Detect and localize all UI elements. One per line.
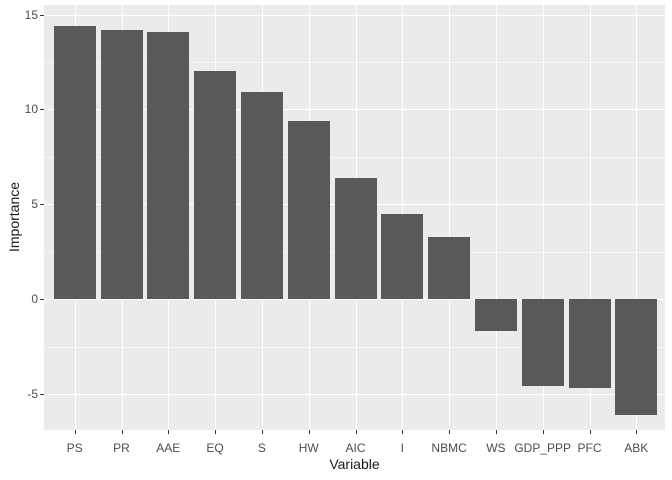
bar: [240, 92, 283, 300]
gridline-minor: [44, 61, 665, 63]
x-tick-mark: [636, 430, 638, 434]
x-tick-label: GDP_PPP: [514, 441, 572, 455]
x-tick-label: AIC: [345, 441, 366, 455]
bar: [287, 120, 330, 299]
x-tick-label: HW: [298, 441, 319, 455]
bar: [100, 29, 143, 300]
x-tick-mark: [355, 430, 357, 434]
x-tick-label: PFC: [577, 441, 602, 455]
bar: [194, 71, 237, 300]
bar: [53, 25, 96, 300]
x-tick-mark: [168, 430, 170, 434]
bar: [334, 177, 377, 300]
x-tick-mark: [589, 430, 591, 434]
x-tick-mark: [495, 430, 497, 434]
y-tick-mark: [40, 14, 44, 16]
gridline-major: [44, 394, 665, 395]
y-tick-mark: [40, 204, 44, 206]
x-axis-title: Variable: [329, 456, 380, 472]
x-tick-mark: [308, 430, 310, 434]
y-axis-title: Importance: [6, 181, 22, 253]
gridline-minor: [44, 156, 665, 158]
x-tick-label: PR: [113, 441, 130, 455]
x-tick-mark: [121, 430, 123, 434]
y-tick-mark: [40, 394, 44, 395]
x-tick-mark: [261, 430, 263, 434]
x-tick-mark: [449, 430, 451, 434]
y-tick-label: 0: [31, 292, 38, 307]
y-tick-label: 15: [24, 7, 38, 22]
bar: [381, 213, 424, 300]
x-tick-label: AAE: [156, 441, 181, 455]
x-tick-label: EQ: [206, 441, 224, 455]
gridline-major: [44, 109, 665, 111]
x-tick-mark: [542, 430, 544, 434]
x-tick-mark: [74, 430, 76, 434]
x-tick-mark: [402, 430, 404, 434]
gridline-major-vertical: [636, 5, 638, 430]
gridline-major: [44, 299, 665, 301]
x-tick-label: I: [400, 441, 404, 455]
bar: [568, 299, 611, 389]
plot-panel: [44, 5, 665, 430]
bar: [615, 299, 658, 415]
x-tick-label: S: [257, 441, 266, 455]
x-tick-label: ABK: [624, 441, 649, 455]
y-tick-label: -5: [27, 387, 38, 401]
bar: [521, 299, 564, 387]
x-tick-label: WS: [486, 441, 506, 455]
gridline-major-vertical: [542, 5, 544, 430]
x-tick-label: PS: [66, 441, 83, 455]
gridline-major-vertical: [449, 5, 451, 430]
y-tick-mark: [40, 299, 44, 301]
bar: [147, 31, 190, 300]
x-tick-mark: [215, 430, 217, 434]
x-tick-label: NBMC: [431, 441, 467, 455]
gridline-major: [44, 14, 665, 16]
y-tick-label: 5: [31, 197, 38, 212]
bar: [428, 236, 471, 300]
gridline-major-vertical: [589, 5, 591, 430]
y-tick-mark: [40, 109, 44, 111]
gridline-major-vertical: [495, 5, 497, 430]
bar: [474, 299, 517, 332]
gridline-minor: [44, 346, 665, 348]
y-tick-label: 10: [24, 102, 38, 117]
